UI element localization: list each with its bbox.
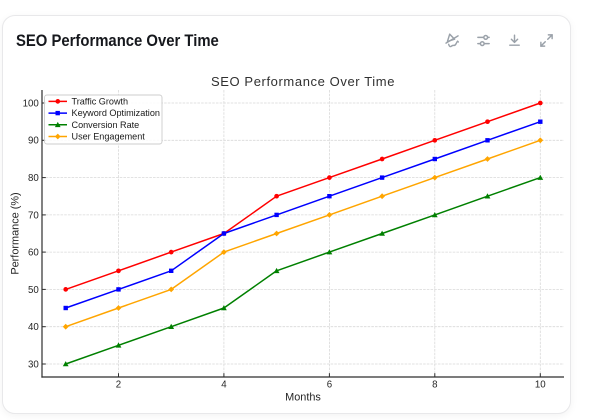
svg-text:8: 8 bbox=[432, 379, 437, 390]
svg-text:Traffic Growth: Traffic Growth bbox=[72, 97, 129, 107]
svg-text:10: 10 bbox=[535, 379, 546, 390]
svg-text:6: 6 bbox=[327, 379, 332, 390]
svg-text:50: 50 bbox=[28, 285, 39, 296]
svg-text:30: 30 bbox=[28, 359, 39, 370]
svg-text:4: 4 bbox=[221, 379, 227, 390]
svg-text:Conversion Rate: Conversion Rate bbox=[72, 120, 140, 130]
svg-text:100: 100 bbox=[23, 98, 40, 109]
svg-text:Months: Months bbox=[285, 391, 321, 403]
svg-text:User Engagement: User Engagement bbox=[72, 132, 146, 142]
svg-text:2: 2 bbox=[116, 379, 121, 390]
svg-text:90: 90 bbox=[28, 136, 39, 147]
svg-text:60: 60 bbox=[28, 248, 39, 259]
svg-text:Keyword Optimization: Keyword Optimization bbox=[72, 108, 160, 118]
svg-text:40: 40 bbox=[28, 322, 39, 333]
svg-text:80: 80 bbox=[28, 173, 39, 184]
svg-text:SEO Performance Over Time: SEO Performance Over Time bbox=[211, 74, 395, 89]
svg-text:70: 70 bbox=[28, 210, 39, 221]
svg-text:Performance (%): Performance (%) bbox=[9, 192, 21, 274]
